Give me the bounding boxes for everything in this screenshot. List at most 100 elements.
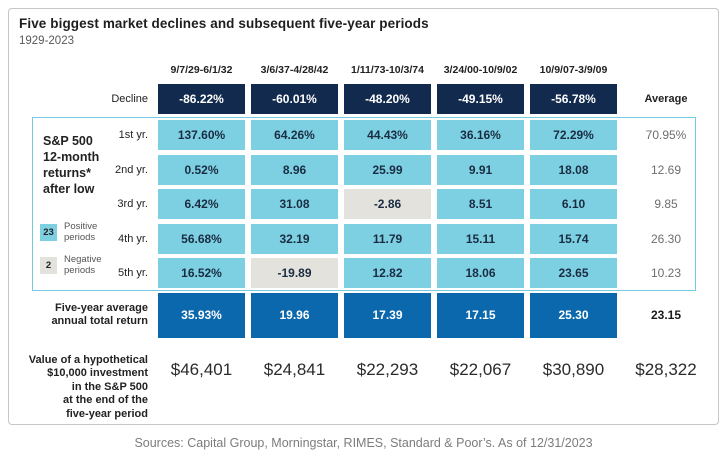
year-row-3: 3rd yr. 6.42% 31.08 -2.86 8.51 6.10 9.85 <box>9 189 709 219</box>
year-row-1: 1st yr. 137.60% 64.26% 44.43% 36.16% 72.29% … <box>9 120 709 150</box>
side-heading-line: 12-month <box>43 150 100 164</box>
five-year-average-label-line: Five-year average <box>55 301 148 314</box>
return-cell: 8.96 <box>251 154 338 185</box>
legend: 23 Positive periods 2 Negative periods <box>40 221 102 287</box>
hypothetical-dollar-value: $22,067 <box>449 359 512 379</box>
side-heading: S&P 500 12-month returns* after low <box>43 133 99 197</box>
return-cell: 44.43% <box>344 120 431 150</box>
five-year-average-cell: 35.93% <box>158 292 245 338</box>
return-cell: 6.10 <box>530 189 617 219</box>
five-year-overall-average: 23.15 <box>650 308 682 322</box>
average-column-header: Average <box>644 93 688 105</box>
hypothetical-label-line: $10,000 investment <box>47 367 148 379</box>
negative-count-badge: 2 <box>40 256 57 274</box>
return-cell: 23.65 <box>530 258 617 288</box>
five-year-average-cell: 17.15 <box>437 292 524 338</box>
return-cell: 9.91 <box>437 154 524 185</box>
hypothetical-dollar-value: $30,890 <box>542 359 605 379</box>
year-row-label: 5th yr. <box>118 267 148 279</box>
return-cell: 36.16% <box>437 120 524 150</box>
hypothetical-label-line: five-year period <box>66 407 148 420</box>
return-cell: 15.74 <box>530 223 617 254</box>
date-header-row: 9/7/29-6/1/32 3/6/37-4/28/42 1/11/73-10/3/… <box>9 63 709 77</box>
year-row-label: 1st yr. <box>118 129 148 141</box>
return-cell: 137.60% <box>158 120 245 150</box>
average-value: 10.23 <box>650 266 682 280</box>
average-value: 9.85 <box>654 197 678 211</box>
legend-label-line: Positive <box>64 221 98 232</box>
average-value: 12.69 <box>650 162 682 177</box>
hypothetical-label-line: at the end of the <box>63 394 148 406</box>
five-year-average-cell: 25.30 <box>530 292 617 338</box>
return-cell: 15.11 <box>437 223 524 254</box>
hypothetical-dollar-value: $22,293 <box>356 359 419 379</box>
legend-label-line: periods <box>64 265 96 276</box>
sources-footer: Sources: Capital Group, Morningstar, RIM… <box>134 436 593 450</box>
spacer <box>623 63 709 77</box>
column-date-range: 10/9/07-3/9/09 <box>539 64 608 76</box>
return-cell: 56.68% <box>158 223 245 254</box>
returns-table: 9/7/29-6/1/32 3/6/37-4/28/42 1/11/73-10/3/… <box>9 63 709 420</box>
legend-label-line: Negative <box>64 254 102 265</box>
return-cell: 18.08 <box>530 154 617 185</box>
return-cell: 16.52% <box>158 258 245 288</box>
return-cell: 0.52% <box>158 154 245 185</box>
side-heading-line: after low <box>43 182 95 196</box>
five-year-average-label: Five-year average annual total return <box>9 293 152 338</box>
year-row-4: 4th yr. 56.68% 32.19 11.79 15.11 15.74 26.30 <box>9 223 709 254</box>
hypothetical-label-line: in the S&P 500 <box>71 380 148 393</box>
hypothetical-dollar-value: $24,841 <box>263 359 326 379</box>
return-cell: 11.79 <box>344 223 431 254</box>
legend-label-negative: Negative periods <box>64 254 102 276</box>
five-year-average-row: Five-year average annual total return 35… <box>9 292 709 338</box>
return-cell: 18.06 <box>437 258 524 288</box>
column-date-range: 3/6/37-4/28/42 <box>260 64 329 76</box>
legend-label-positive: Positive periods <box>64 221 97 243</box>
year-row-label: 4th yr. <box>118 232 148 245</box>
average-value: 70.95% <box>645 128 687 142</box>
return-cell: 31.08 <box>251 189 338 219</box>
subtitle-years: 1929-2023 <box>19 35 74 47</box>
year-row-5: 5th yr. 16.52% -19.89 12.82 18.06 23.65 10.2… <box>9 258 709 288</box>
decline-row: Decline -86.22% -60.01% -48.20% -49.15% -56.… <box>9 84 709 114</box>
hypothetical-dollar-average: $28,322 <box>635 359 697 379</box>
positive-count-badge: 23 <box>40 223 57 241</box>
decline-cell: -60.01% <box>251 84 338 114</box>
side-heading-line: returns* <box>43 166 91 180</box>
return-cell: 32.19 <box>251 223 338 254</box>
return-cell: 12.82 <box>344 258 431 288</box>
return-cell: 8.51 <box>437 189 524 219</box>
hypothetical-label-line: Value of a hypothetical <box>28 353 148 366</box>
chart-card: Five biggest market declines and subsequ… <box>8 8 719 425</box>
year-row-2: 2nd yr. 0.52% 8.96 25.99 9.91 18.08 12.69 <box>9 154 709 185</box>
year-row-label: 2nd yr. <box>114 163 148 176</box>
return-cell: 25.99 <box>344 154 431 185</box>
decline-cell: -86.22% <box>158 84 245 114</box>
hypothetical-value-row: Value of a hypothetical $10,000 investme… <box>9 352 709 420</box>
return-cell: 72.29% <box>530 120 617 150</box>
spacer <box>9 63 152 77</box>
hypothetical-value-label: Value of a hypothetical $10,000 investme… <box>9 352 152 422</box>
decline-row-label: Decline <box>111 93 148 105</box>
column-date-range: 1/11/73-10/3/74 <box>351 64 424 76</box>
decline-cell: -49.15% <box>437 84 524 114</box>
average-value: 26.30 <box>650 231 682 246</box>
return-cell: -2.86 <box>344 189 431 219</box>
five-year-average-cell: 19.96 <box>251 292 338 338</box>
return-cell: 64.26% <box>251 120 338 150</box>
decline-cell: -48.20% <box>344 84 431 114</box>
column-date-range: 3/24/00-10/9/02 <box>443 64 518 76</box>
five-year-average-cell: 17.39 <box>344 292 431 338</box>
column-date-range: 9/7/29-6/1/32 <box>170 64 233 76</box>
legend-label-line: periods <box>64 232 96 243</box>
hypothetical-dollar-value: $46,401 <box>170 359 233 379</box>
return-cell: 6.42% <box>158 189 245 219</box>
legend-item-negative: 2 Negative periods <box>40 254 102 276</box>
side-heading-line: S&P 500 <box>43 134 93 148</box>
decline-cell: -56.78% <box>530 84 617 114</box>
five-year-average-label-line: annual total return <box>51 315 148 327</box>
return-cell: -19.89 <box>251 258 338 288</box>
legend-item-positive: 23 Positive periods <box>40 221 102 243</box>
page-title: Five biggest market declines and subsequ… <box>19 16 429 31</box>
year-row-label: 3rd yr. <box>117 198 148 210</box>
